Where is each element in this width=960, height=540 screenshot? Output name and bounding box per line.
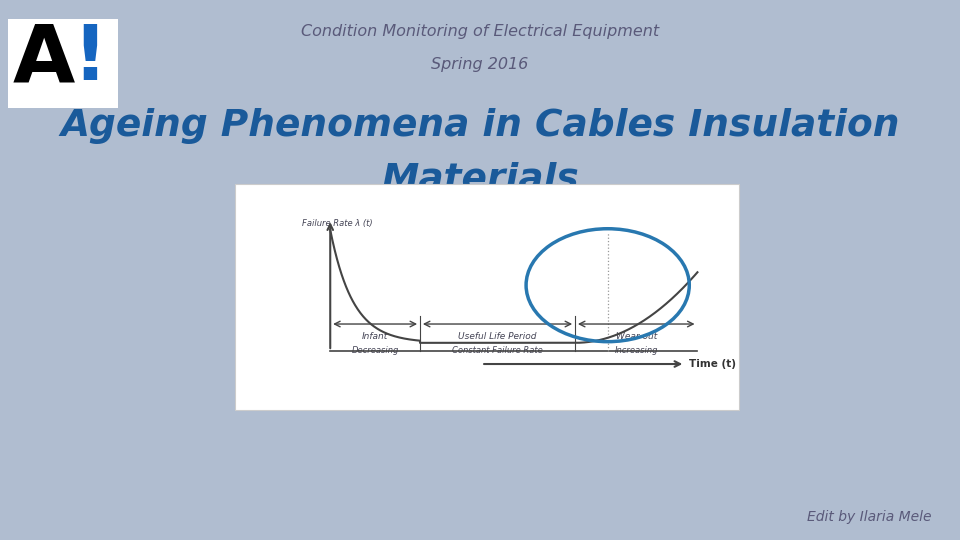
- Text: Spring 2016: Spring 2016: [431, 57, 529, 72]
- Text: Increasing: Increasing: [614, 346, 658, 355]
- FancyBboxPatch shape: [8, 19, 118, 108]
- Text: Useful Life Period: Useful Life Period: [458, 332, 537, 341]
- Text: Failure Rate λ (t): Failure Rate λ (t): [301, 219, 372, 228]
- Text: Wear out: Wear out: [615, 332, 657, 341]
- Text: Ageing Phenomena in Cables Insulation: Ageing Phenomena in Cables Insulation: [60, 108, 900, 144]
- Text: Edit by Ilaria Mele: Edit by Ilaria Mele: [806, 510, 931, 524]
- FancyBboxPatch shape: [235, 184, 739, 410]
- Text: A: A: [13, 22, 75, 99]
- Text: !: !: [72, 22, 107, 96]
- Text: Condition Monitoring of Electrical Equipment: Condition Monitoring of Electrical Equip…: [300, 24, 660, 39]
- Text: Constant Failure Rate: Constant Failure Rate: [452, 346, 543, 355]
- Text: Materials: Materials: [381, 162, 579, 198]
- Text: Time (t): Time (t): [689, 359, 736, 369]
- Text: Decreasing: Decreasing: [351, 346, 398, 355]
- Text: Infant: Infant: [362, 332, 388, 341]
